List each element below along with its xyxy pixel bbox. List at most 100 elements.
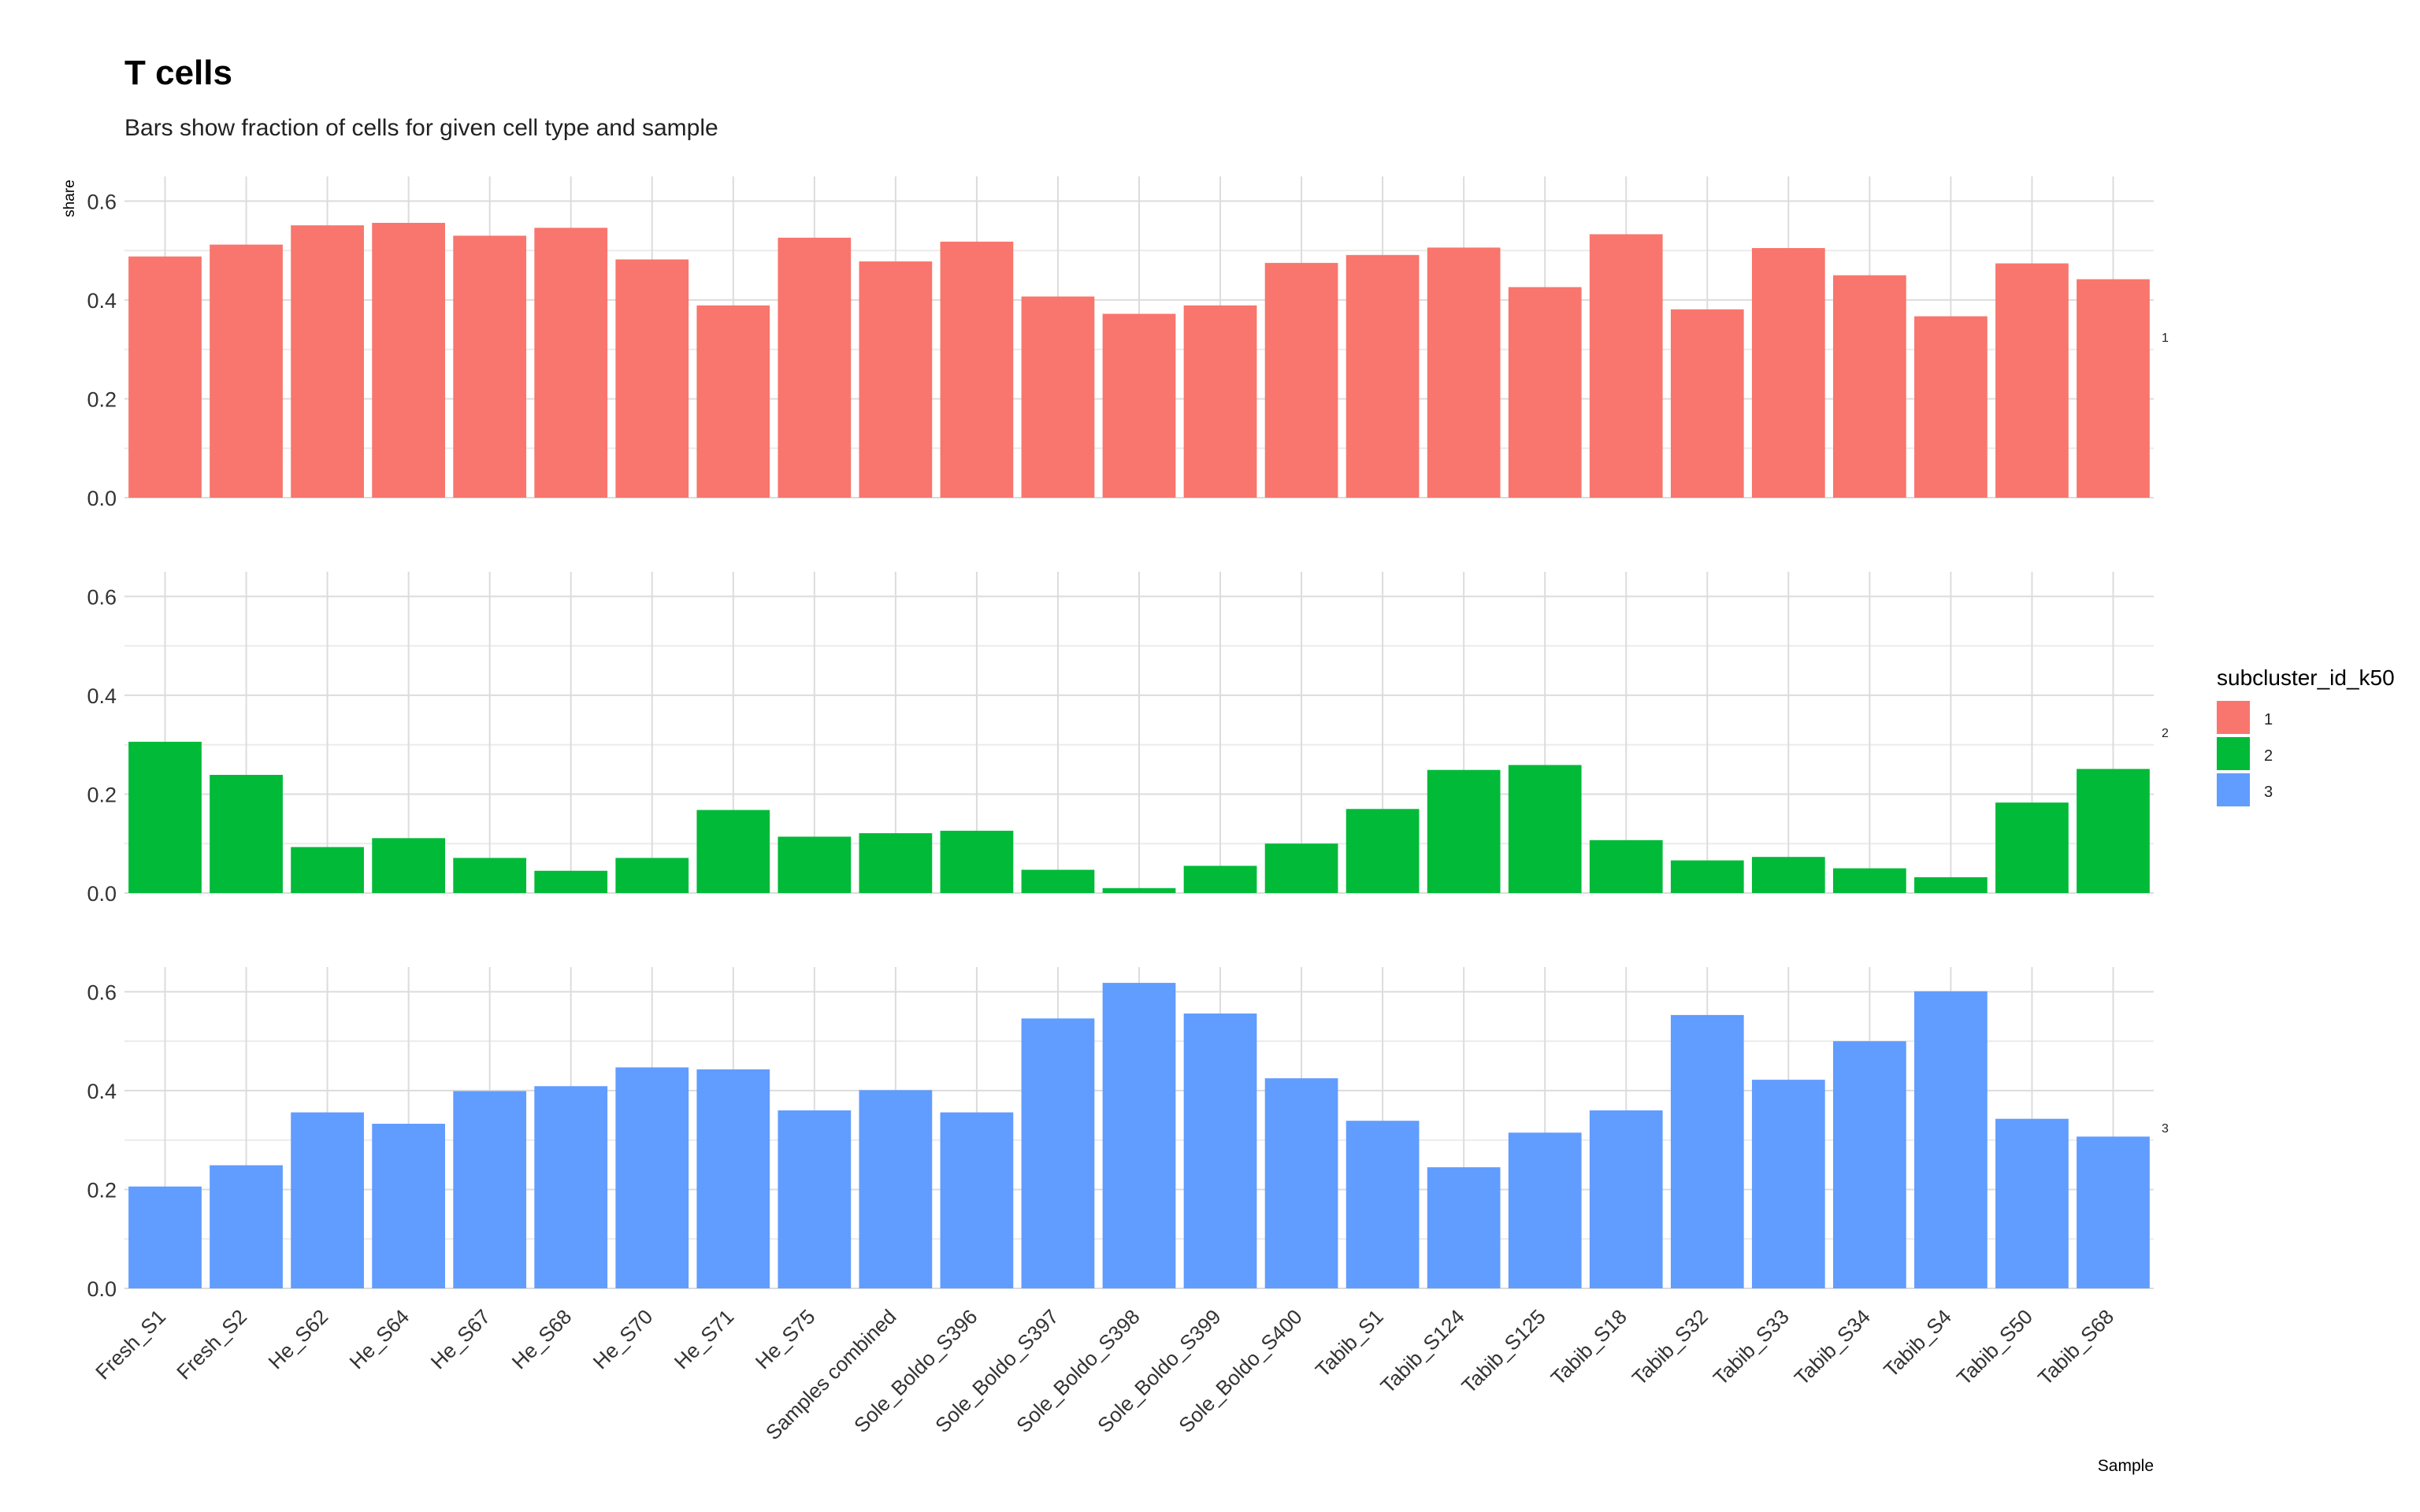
bar-2-10 [940,830,1014,893]
bar-2-23 [1995,802,2069,893]
y-tick-label: 0.2 [87,783,117,806]
y-tick-label: 0.6 [87,585,117,609]
bar-3-17 [1508,1132,1582,1288]
legend-swatch-2 [2217,737,2250,770]
bar-1-11 [1021,296,1095,498]
x-tick-label: Tabib_S1 [1311,1305,1388,1382]
legend-label-2: 2 [2264,747,2273,765]
bar-1-17 [1508,287,1582,498]
bar-1-5 [534,228,608,498]
bar-1-9 [859,261,933,498]
bar-2-2 [291,847,364,893]
x-tick-label: He_S68 [507,1305,577,1374]
bar-1-0 [128,256,202,498]
y-tick-label: 0.2 [87,387,117,411]
bar-2-18 [1589,839,1663,893]
x-axis-title: Sample [2098,1457,2154,1475]
bar-3-24 [2077,1136,2150,1288]
x-tick-label: Tabib_S125 [1457,1305,1550,1398]
y-tick-label: 0.2 [87,1178,117,1202]
bar-3-14 [1264,1078,1338,1288]
bar-1-13 [1183,305,1257,498]
bar-3-12 [1102,983,1176,1288]
bar-2-11 [1021,869,1095,893]
bar-1-8 [778,237,852,498]
bar-2-13 [1183,865,1257,893]
bar-3-7 [696,1069,770,1288]
bar-2-3 [372,838,446,893]
bar-3-6 [615,1067,689,1288]
bar-1-18 [1589,234,1663,498]
facet-strip-label: 3 [2162,1122,2169,1136]
bar-2-7 [696,810,770,893]
x-tick-label: Tabib_S32 [1628,1305,1713,1390]
bar-2-14 [1264,843,1338,893]
bar-3-3 [372,1123,446,1288]
bar-3-19 [1670,1014,1744,1288]
x-tick-label: He_S70 [588,1305,658,1374]
bar-1-20 [1751,248,1825,498]
bar-2-6 [615,858,689,893]
bar-3-9 [859,1090,933,1288]
bar-2-22 [1914,876,1988,893]
bar-2-4 [453,858,527,893]
bar-3-4 [453,1091,527,1288]
bar-1-12 [1102,313,1176,498]
x-tick-label: Tabib_S18 [1546,1305,1631,1390]
bar-3-10 [940,1112,1014,1288]
bar-3-11 [1021,1018,1095,1288]
legend-swatch-1 [2217,701,2250,734]
bar-1-24 [2077,279,2150,498]
bar-2-16 [1427,769,1501,893]
bar-1-14 [1264,262,1338,498]
x-tick-label: He_S67 [426,1305,496,1374]
x-tick-label: Tabib_S4 [1879,1305,1956,1382]
x-tick-label: He_S64 [345,1305,414,1374]
bar-1-7 [696,305,770,498]
y-tick-label: 0.4 [87,684,117,708]
bar-3-20 [1751,1080,1825,1288]
x-tick-label: Fresh_S2 [172,1305,251,1384]
legend-title: subcluster_id_k50 [2217,665,2395,690]
x-tick-label: Tabib_S50 [1952,1305,2037,1390]
bar-2-15 [1345,809,1420,893]
bar-2-21 [1832,868,1906,893]
chart-subtitle: Bars show fraction of cells for given ce… [124,115,718,141]
bar-3-18 [1589,1110,1663,1288]
legend-swatch-3 [2217,773,2250,806]
bar-1-3 [372,223,446,498]
bar-1-2 [291,225,364,498]
bar-3-8 [778,1110,852,1288]
chart-title: T cells [124,54,232,92]
facet-strip-label: 2 [2162,727,2169,740]
x-tick-label: Fresh_S1 [91,1305,170,1384]
bar-2-24 [2077,769,2150,893]
bar-3-22 [1914,991,1988,1288]
y-tick-label: 0.0 [87,1277,117,1301]
y-tick-label: 0.6 [87,980,117,1004]
bar-1-6 [615,259,689,498]
bar-2-12 [1102,888,1176,893]
y-tick-label: 0.0 [87,882,117,906]
bar-2-1 [210,774,283,893]
x-tick-label: Tabib_S124 [1375,1305,1468,1398]
y-axis-title: share [61,180,78,217]
y-tick-label: 0.4 [87,289,117,313]
x-tick-label: He_S75 [751,1305,820,1374]
bar-3-15 [1345,1121,1420,1288]
bar-1-1 [210,244,283,498]
x-tick-label: Tabib_S34 [1790,1305,1875,1390]
bar-3-0 [128,1186,202,1288]
bar-1-10 [940,241,1014,498]
bar-1-16 [1427,247,1501,498]
bar-2-5 [534,870,608,893]
bar-1-21 [1832,275,1906,498]
y-tick-label: 0.4 [87,1080,117,1103]
facet-strip-label: 1 [2162,332,2169,345]
bar-3-13 [1183,1014,1257,1288]
x-tick-label: He_S62 [264,1305,333,1374]
bar-2-17 [1508,765,1582,893]
bar-2-20 [1751,857,1825,893]
